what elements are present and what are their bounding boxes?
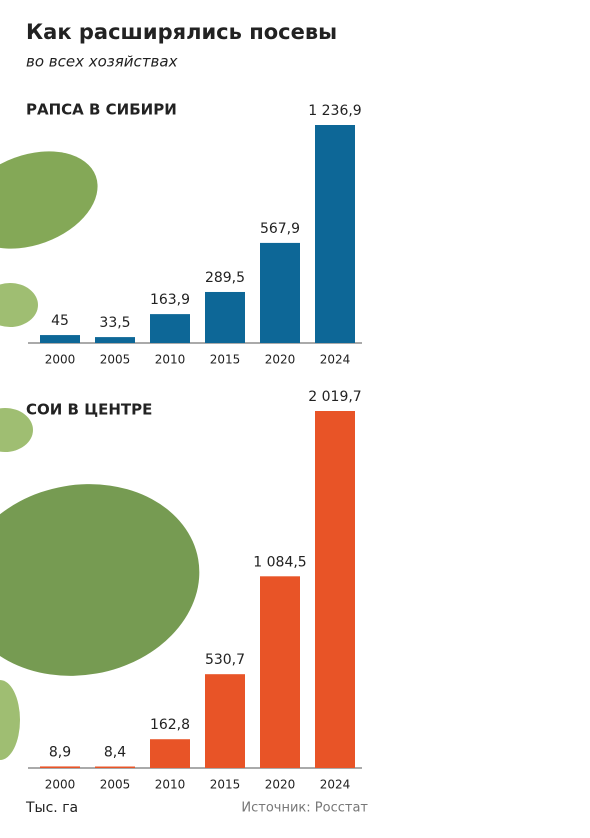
bar xyxy=(315,411,355,768)
bar xyxy=(205,674,245,768)
bar xyxy=(315,125,355,343)
x-tick-label: 2015 xyxy=(210,353,241,367)
bar xyxy=(260,576,300,768)
bar xyxy=(260,242,300,343)
x-tick-label: 2005 xyxy=(100,778,131,792)
x-tick-label: 2024 xyxy=(320,778,351,792)
bar xyxy=(205,291,245,343)
bar xyxy=(150,739,190,768)
source: Источник: Росстат xyxy=(241,801,368,816)
value-label: 45 xyxy=(51,313,69,329)
value-label: 8,9 xyxy=(49,744,71,760)
value-label: 1 084,5 xyxy=(253,554,306,570)
x-tick-label: 2010 xyxy=(155,778,186,792)
x-tick-label: 2015 xyxy=(210,778,241,792)
bar xyxy=(40,335,80,343)
unit: Тыс. га xyxy=(25,800,78,816)
x-tick-label: 2024 xyxy=(320,353,351,367)
value-label: 33,5 xyxy=(99,315,130,331)
leaves xyxy=(0,151,200,760)
x-tick-label: 2005 xyxy=(100,353,131,367)
bar xyxy=(95,766,135,768)
x-tick-label: 2000 xyxy=(45,353,76,367)
subtitle: во всех хозяйствах xyxy=(26,53,178,71)
value-label: 2 019,7 xyxy=(308,389,361,405)
value-label: 8,4 xyxy=(104,745,126,761)
value-label: 1 236,9 xyxy=(308,103,361,119)
value-label: 163,9 xyxy=(150,292,190,308)
value-label: 289,5 xyxy=(205,270,245,286)
x-tick-label: 2000 xyxy=(45,778,76,792)
bar xyxy=(40,766,80,768)
bar xyxy=(150,314,190,343)
bar xyxy=(95,337,135,343)
value-label: 567,9 xyxy=(260,221,300,237)
x-tick-label: 2020 xyxy=(265,353,296,367)
value-label: 530,7 xyxy=(205,652,245,668)
title: Как расширялись посевы xyxy=(26,20,337,44)
x-tick-label: 2020 xyxy=(265,778,296,792)
x-tick-label: 2010 xyxy=(155,353,186,367)
panel-title: СОИ В ЦЕНТРЕ xyxy=(26,401,152,419)
panel-title: РАПСА В СИБИРИ xyxy=(26,101,177,119)
value-label: 162,8 xyxy=(150,717,190,733)
